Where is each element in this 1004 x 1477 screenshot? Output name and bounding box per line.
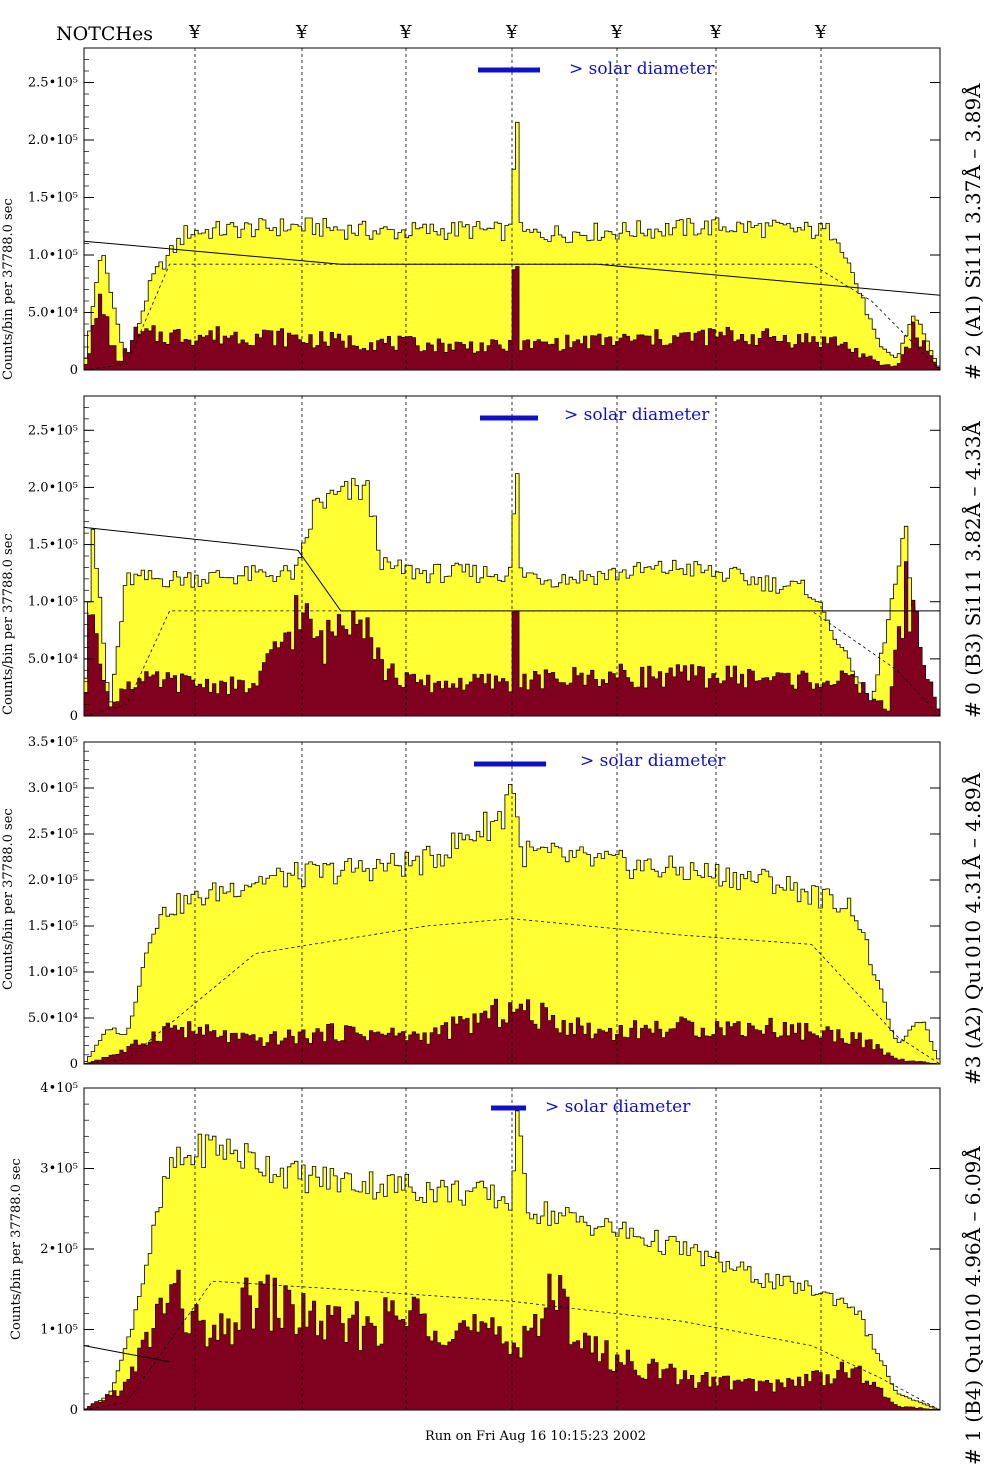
plot-area-b3: 0 5.0•10⁴ 1.0•10⁵ 1.5•10⁵ 2.0•10⁵ 2.5•10⁵ <box>28 395 941 724</box>
y-tick-label: 1.0•10⁵ <box>28 595 78 610</box>
panel-a1: 0 5.0•10⁴ 1.0•10⁵ 1.5•10⁵ 2.0•10⁵ 2.5•10⁵ > s… <box>1 47 985 380</box>
notch-marker-4: ¥ <box>505 22 518 43</box>
solar-diameter-label-b4: > solar diameter <box>545 1097 691 1117</box>
series-solid-line <box>83 1345 170 1363</box>
y-tick-label: 0 <box>70 709 78 724</box>
y-axis-label-b3: Counts/bin per 37788.0 sec <box>1 533 16 715</box>
solar-diameter-label-b3: > solar diameter <box>564 405 710 425</box>
notch-marker-7: ¥ <box>814 22 827 43</box>
y-tick-label: 1.5•10⁵ <box>28 191 78 206</box>
solar-diameter-label-a2: > solar diameter <box>580 751 726 771</box>
notch-marker-3: ¥ <box>399 22 412 43</box>
panel-b4: 0 1•10⁵ 2•10⁵ 3•10⁵ 4•10⁵ > solar diameter #… <box>9 1081 985 1465</box>
y-tick-label: 2.5•10⁵ <box>28 76 78 91</box>
y-axis-label-a2: Counts/bin per 37788.0 sec <box>1 808 16 990</box>
y-tick-label: 5.0•10⁴ <box>28 652 78 667</box>
y-tick-label: 0 <box>70 363 78 378</box>
panel-label-a1: # 2 (A1) Si111 3.37Å – 3.89Å <box>960 83 985 380</box>
notch-marker-5: ¥ <box>610 22 623 43</box>
y-tick-label: 3.5•10⁵ <box>28 735 78 750</box>
notches-title: NOTCHes <box>56 23 153 45</box>
series-solid-line <box>83 240 941 296</box>
panel-label-b3: # 0 (B3) Si111 3.82Å – 4.33Å <box>960 421 985 718</box>
panel-label-a2: #3 (A2) Qu1010 4.31Å – 4.89Å <box>960 772 985 1085</box>
y-tick-label: 3•10⁵ <box>40 1162 78 1177</box>
y-axis-label-a1: Counts/bin per 37788.0 sec <box>1 198 16 380</box>
y-axis-label-b4: Counts/bin per 37788.0 sec <box>9 1158 24 1340</box>
y-tick-label: 0 <box>70 1057 78 1072</box>
y-tick-label: 3.0•10⁵ <box>28 781 78 796</box>
series-dashed-fit <box>83 1280 941 1411</box>
plot-area-a2: 0 5.0•10⁴ 1.0•10⁵ 1.5•10⁵ 2.0•10⁵ 2.5•10⁵ 3.0•… <box>28 735 941 1072</box>
notch-marks: ¥ ¥ ¥ ¥ ¥ ¥ ¥ <box>188 22 827 43</box>
y-tick-label: 4•10⁵ <box>40 1081 78 1096</box>
y-tick-label: 1.5•10⁵ <box>28 538 78 553</box>
solar-diameter-label-a1: > solar diameter <box>569 59 715 79</box>
y-tick-label: 1•10⁵ <box>40 1323 78 1338</box>
panel-b3: 0 5.0•10⁴ 1.0•10⁵ 1.5•10⁵ 2.0•10⁵ 2.5•10⁵ > s… <box>1 395 985 724</box>
y-tick-label: 2.0•10⁵ <box>28 133 78 148</box>
plot-area-a1: 0 5.0•10⁴ 1.0•10⁵ 1.5•10⁵ 2.0•10⁵ 2.5•10⁵ <box>28 47 941 378</box>
y-tick-label: 1.0•10⁵ <box>28 965 78 980</box>
y-tick-label: 2.0•10⁵ <box>28 480 78 495</box>
run-timestamp: Run on Fri Aug 16 10:15:23 2002 <box>425 1429 646 1444</box>
panel-label-b4: # 1 (B4) Qu1010 4.96Å – 6.09Å <box>960 1146 985 1465</box>
series-solid-line <box>83 526 940 612</box>
plot-area-b4: 0 1•10⁵ 2•10⁵ 3•10⁵ 4•10⁵ <box>40 1081 941 1418</box>
y-tick-label: 5.0•10⁴ <box>28 1011 78 1026</box>
notch-marker-1: ¥ <box>188 22 201 43</box>
panel-a2: 0 5.0•10⁴ 1.0•10⁵ 1.5•10⁵ 2.0•10⁵ 2.5•10⁵ 3.0•… <box>1 735 985 1085</box>
y-tick-label: 1.5•10⁵ <box>28 919 78 934</box>
notch-marker-2: ¥ <box>295 22 308 43</box>
y-tick-label: 0 <box>70 1403 78 1418</box>
notch-marker-6: ¥ <box>709 22 722 43</box>
y-tick-label: 5.0•10⁴ <box>28 306 78 321</box>
y-tick-label: 2.0•10⁵ <box>28 873 78 888</box>
y-tick-label: 2•10⁵ <box>40 1242 78 1257</box>
y-tick-label: 2.5•10⁵ <box>28 827 78 842</box>
y-tick-label: 1.0•10⁵ <box>28 248 78 263</box>
y-tick-label: 2.5•10⁵ <box>28 423 78 438</box>
